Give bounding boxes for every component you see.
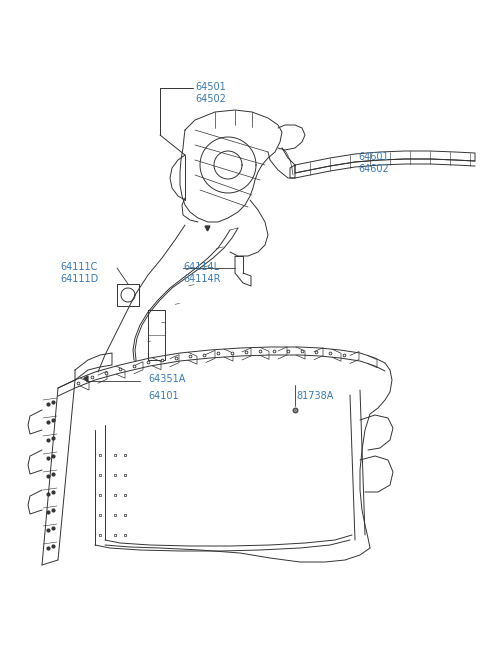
Text: 64502: 64502 (195, 94, 226, 104)
Text: 64501: 64501 (195, 82, 226, 92)
Text: 64101: 64101 (148, 391, 179, 401)
Text: 64114L: 64114L (183, 262, 219, 272)
Text: 64601: 64601 (358, 152, 389, 162)
Text: 81738A: 81738A (296, 391, 334, 401)
Text: 64111D: 64111D (60, 274, 98, 284)
Text: 64351A: 64351A (148, 374, 185, 384)
Text: 64111C: 64111C (60, 262, 97, 272)
Text: 64114R: 64114R (183, 274, 220, 284)
Text: 64602: 64602 (358, 164, 389, 174)
